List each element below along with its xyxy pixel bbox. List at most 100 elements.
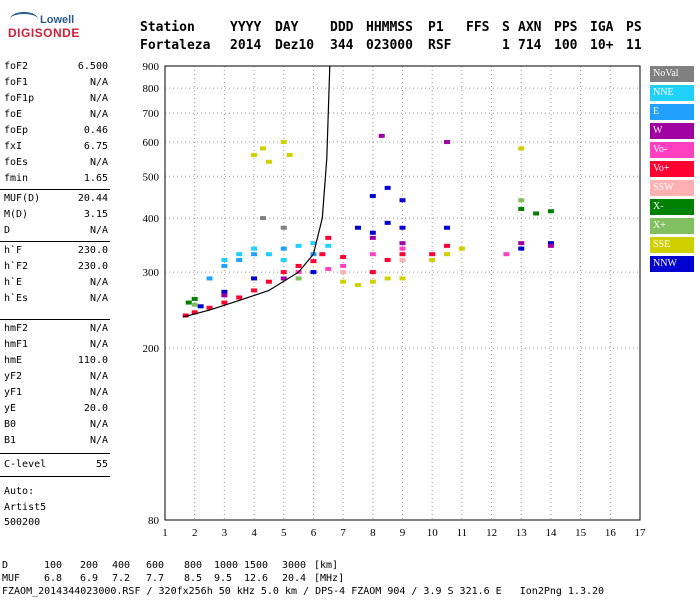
x-tick-label: 13 [516,527,528,539]
data-point-vo-minusplus [429,252,436,257]
param-name: yF2 [4,371,23,382]
distance-value: 200 [80,560,99,571]
param-name: hmF2 [4,323,29,334]
data-point-nne [251,246,258,251]
muf-value: 8.5 [184,573,203,584]
data-point-w [221,293,228,298]
data-point-w [399,241,406,246]
param-row: B0 N/A [4,418,108,432]
header-col-label: DDD [330,20,354,35]
artist-code: 500200 [4,517,41,528]
data-point-nnw [197,304,204,309]
param-row: foEs N/A [4,156,108,170]
param-name: yE [4,403,17,414]
header-value: 023000 [366,38,413,53]
x-tick-label: 9 [400,527,406,539]
param-row: yF1 N/A [4,386,108,400]
param-name: fxI [4,141,23,152]
x-tick-label: 7 [340,527,346,539]
data-point-e [236,257,243,262]
param-row: foF1 N/A [4,76,108,90]
data-point-nnw [384,185,391,190]
data-point-w [547,243,554,248]
param-value: 6.75 [83,141,108,152]
data-point-sse [251,152,258,157]
divider [0,476,110,477]
data-point-sse [286,152,293,157]
muf-value: 6.8 [44,573,63,584]
logo-swoosh-icon [10,12,38,26]
param-name: B1 [4,435,17,446]
param-name: h`E [4,277,23,288]
data-point-ssw [340,270,347,275]
data-point-sse [429,257,436,262]
x-tick-label: 1 [162,527,168,539]
data-point-nne [280,257,287,262]
param-value: 3.15 [83,209,108,220]
param-value: 0.46 [83,125,108,136]
data-point-nnw [399,225,406,230]
legend-item-vo-plus: Vo+ [650,161,694,177]
data-point-sse [458,246,465,251]
param-row: foF1p N/A [4,92,108,106]
param-name: foEs [4,157,29,168]
param-row: h`F 230.0 [4,244,108,258]
legend-item-x-plus: X+ [650,218,694,234]
artist-version: Artist5 [4,502,47,513]
data-point-vo-minus [340,263,347,268]
data-point-vo-minusplus [236,295,243,300]
legend-label: Vo+ [653,163,670,174]
legend-item-noval: NoVal [650,66,694,82]
param-name: foF1 [4,77,29,88]
distance-value: 100 [44,560,63,571]
divider [0,241,110,242]
header-value: 714 [518,38,542,53]
header-col-label: FFS [466,20,490,35]
data-point-e [280,246,287,251]
legend-label: SSW [653,182,674,193]
param-row: foE N/A [4,108,108,122]
muf-value: 7.7 [146,573,165,584]
plot-frame [164,65,641,521]
legend-item-x-minus: X- [650,199,694,215]
param-row: fxI 6.75 [4,140,108,154]
data-point-vo-minus [399,246,406,251]
data-point-nne [265,252,272,257]
data-point-nnw [547,241,554,246]
data-point-sse [384,276,391,281]
x-tick-label: 11 [457,527,468,539]
header-value: 100 [554,38,578,53]
param-name: hmE [4,355,23,366]
y-tick-label: 800 [143,83,160,95]
data-point-w [518,241,525,246]
y-tick-label: 200 [143,343,160,355]
param-name: h`F2 [4,261,29,272]
header-col-label: P1 [428,20,444,35]
param-value: N/A [89,77,108,88]
legend-label: E [653,106,660,117]
legend-item-w: W [650,123,694,139]
distance-label: D [2,560,9,571]
param-name: MUF(D) [4,193,41,204]
data-point-x-minusplus [191,302,198,307]
param-row: yF2 N/A [4,370,108,384]
legend-label: NNE [653,87,674,98]
data-point-nnw [354,225,361,230]
data-point-nne [295,243,302,248]
data-point-sse [280,140,287,145]
data-point-nne [236,252,243,257]
header-value: 2014 [230,38,262,53]
header-col-label: PPS [554,20,578,35]
legend-label: NNW [653,258,677,269]
param-row: MUF(D) 20.44 [4,192,108,206]
data-point-vo-minusplus [310,259,317,264]
data-point-sse [444,252,451,257]
data-point-x-minus [191,296,198,301]
data-point-vo-minusplus [191,310,198,315]
header-value: Dez10 [275,38,315,53]
distance-value: 3000 [282,560,307,571]
data-point-nnw [369,194,376,199]
x-tick-label: 16 [605,527,617,539]
y-tick-label: 900 [143,61,160,73]
